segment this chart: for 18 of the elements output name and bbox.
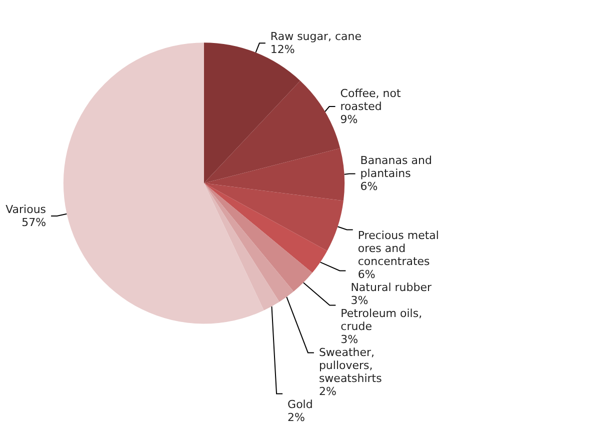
slice-label: Sweather, pullovers, sweatshirts (318, 346, 382, 386)
data-label: 57% (22, 216, 46, 230)
data-label: 3% (350, 294, 368, 308)
data-label: 3% (340, 333, 358, 346)
slice-label: Natural rubber (350, 281, 432, 294)
slice-label: Petroleum oils, crude (340, 307, 426, 334)
data-label: 9% (340, 113, 358, 126)
slice-label: Various (6, 203, 46, 216)
slice-label: Coffee, not roasted (340, 87, 404, 114)
data-label: 2% (288, 411, 305, 424)
data-label: 6% (358, 268, 376, 282)
data-label: 6% (360, 180, 378, 194)
data-label: 12% (270, 43, 295, 56)
data-label: 2% (318, 385, 336, 398)
slice-label: Precious metal ores and concentrates (358, 229, 442, 268)
slice-label: Raw sugar, cane (270, 30, 362, 44)
slice-label: Bananas and plantains (360, 154, 436, 180)
slice-label: Gold (288, 398, 313, 412)
